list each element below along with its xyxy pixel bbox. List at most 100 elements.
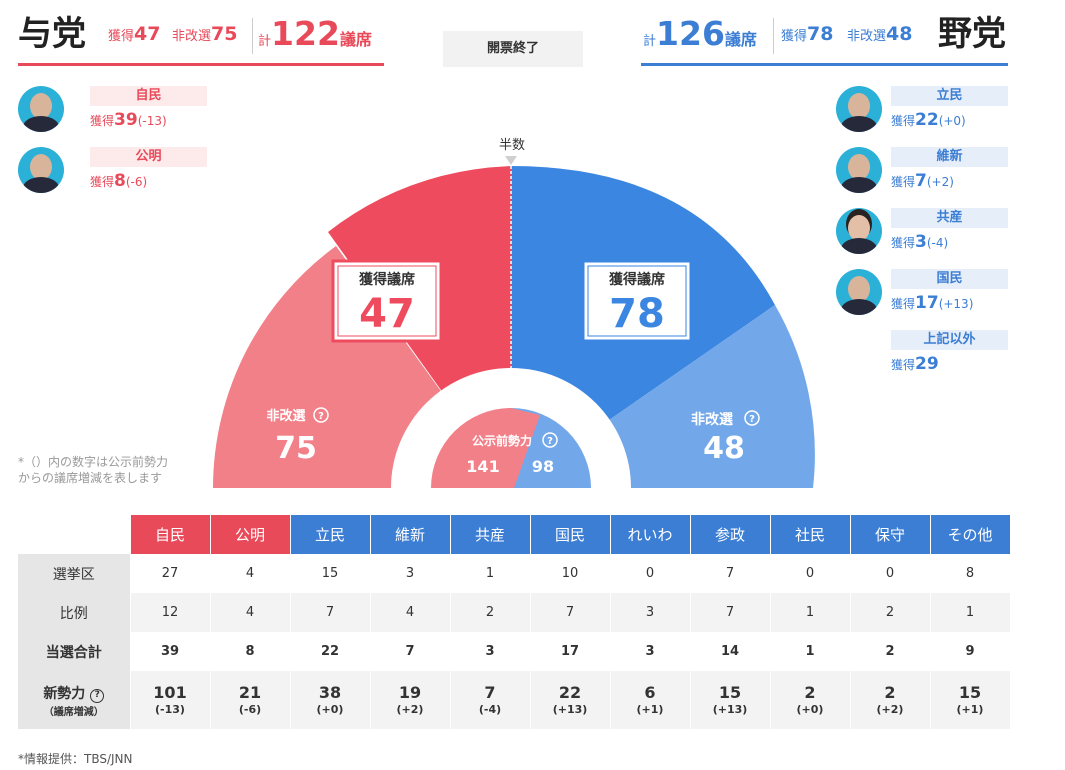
politician-avatar — [836, 86, 882, 132]
svg-text:?: ? — [749, 414, 755, 425]
table-cell: 0 — [770, 554, 851, 593]
table-cell: 1 — [450, 554, 531, 593]
party-card-dpfp: 国民 獲得17(+13) — [836, 269, 1036, 319]
table-cell: 15 (+1) — [930, 671, 1011, 729]
politician-avatar — [18, 86, 64, 132]
table-cell: 15 (+13) — [690, 671, 771, 729]
opposition-won-label: 獲得議席 — [609, 271, 665, 288]
opposition-nonup-help-icon[interactable]: ? — [744, 410, 760, 426]
opposition-total: 計126議席 — [643, 14, 757, 53]
opposition-nonup-summary: 非改選48 — [847, 23, 913, 45]
count-status: 開票終了 — [443, 31, 583, 67]
party-name: 共産 — [891, 208, 1008, 228]
col-header: 国民 — [530, 515, 611, 554]
table-row: 選挙区 27 4 15 3 1 10 0 7 0 0 8 — [18, 554, 1011, 593]
table-cell: 101 (-13) — [130, 671, 211, 729]
row-header: 新勢力 ? （議席増減） — [18, 671, 131, 729]
table-row: 当選合計 39 8 22 7 3 17 3 14 1 2 9 — [18, 632, 1011, 671]
new-power-delta: (+0) — [796, 703, 824, 716]
opposition-won-summary: 獲得78 — [781, 23, 834, 45]
col-header: 参政 — [690, 515, 771, 554]
ruling-nonup-summary: 非改選75 — [172, 23, 238, 45]
table-cell: 12 — [130, 593, 211, 632]
table-cell: 39 — [130, 632, 211, 671]
col-header: 立民 — [290, 515, 371, 554]
new-power-value: 6 — [644, 683, 656, 702]
col-header: 維新 — [370, 515, 451, 554]
results-table: 自民 公明 立民 維新 共産 国民 れいわ 参政 社民 保守 その他 選挙区 2… — [18, 515, 1011, 729]
table-cell: 7 — [690, 554, 771, 593]
party-seats: 獲得22(+0) — [891, 110, 966, 130]
new-power-value: 19 — [398, 683, 422, 702]
pre-election-help-icon[interactable]: ? — [542, 432, 558, 448]
table-cell: 38 (+0) — [290, 671, 371, 729]
table-cell: 4 — [210, 554, 291, 593]
ruling-nonup-help-icon[interactable]: ? — [313, 407, 329, 423]
table-cell: 22 (+13) — [530, 671, 611, 729]
table-cell: 2 (+2) — [850, 671, 931, 729]
ruling-won-summary: 獲得47 — [108, 23, 161, 45]
new-power-delta: (+13) — [712, 703, 748, 716]
half-marker-icon — [505, 156, 517, 165]
pre-opposition-value: 98 — [532, 457, 554, 476]
table-cell: 2 — [450, 593, 531, 632]
party-card-ishin: 維新 獲得7(+2) — [836, 147, 1036, 197]
new-power-delta: (+1) — [636, 703, 664, 716]
help-icon[interactable]: ? — [90, 688, 105, 703]
new-power-delta: (+2) — [876, 703, 904, 716]
pre-ruling-wedge — [511, 408, 540, 488]
table-cell: 7 — [530, 593, 611, 632]
table-cell: 7 — [290, 593, 371, 632]
table-cell: 27 — [130, 554, 211, 593]
ruling-won-box — [331, 259, 443, 343]
col-header: れいわ — [610, 515, 691, 554]
footnote-line: *（）内の数字は公示前勢力 — [18, 455, 169, 469]
footnote: *（）内の数字は公示前勢力 からの議席増減を表します — [18, 454, 168, 486]
table-cell: 0 — [850, 554, 931, 593]
table-cell: 4 — [210, 593, 291, 632]
table-cell: 1 — [770, 593, 851, 632]
table-cell: 3 — [370, 554, 451, 593]
table-corner — [18, 515, 131, 554]
new-power-delta: (+2) — [396, 703, 424, 716]
new-power-value: 21 — [238, 683, 262, 702]
new-power-delta: (+0) — [316, 703, 344, 716]
table-cell: 7 — [370, 632, 451, 671]
party-card-others: 上記以外 獲得29 — [836, 330, 1036, 380]
new-power-value: 15 — [718, 683, 742, 702]
new-power-value: 2 — [884, 683, 896, 702]
new-power-value: 101 — [153, 683, 187, 702]
new-power-label-text: 新勢力 — [43, 685, 86, 702]
ruling-won-value: 47 — [359, 291, 415, 337]
opposition-won-box-inner — [587, 265, 687, 337]
ruling-won-box-inner — [337, 265, 437, 337]
table-header-row: 自民 公明 立民 維新 共産 国民 れいわ 参政 社民 保守 その他 — [18, 515, 1011, 554]
pre-ruling-value: 141 — [466, 457, 499, 476]
table-cell: 7 (-4) — [450, 671, 531, 729]
politician-avatar — [18, 147, 64, 193]
party-seats: 獲得17(+13) — [891, 293, 974, 313]
opposition-nonup-value: 48 — [703, 431, 745, 466]
table-cell: 4 — [370, 593, 451, 632]
new-power-delta: (+13) — [552, 703, 588, 716]
table-cell: 21 (-6) — [210, 671, 291, 729]
opposition-header: 計126議席 獲得78 非改選48 野党 — [641, 8, 1008, 66]
politician-avatar — [836, 269, 882, 315]
new-power-sublabel: （議席増減） — [43, 706, 104, 718]
party-card-komeito: 公明 獲得8(-6) — [18, 147, 218, 197]
party-seats: 獲得29 — [891, 354, 939, 374]
col-header: 保守 — [850, 515, 931, 554]
party-card-cdp: 立民 獲得22(+0) — [836, 86, 1036, 136]
table-cell: 17 — [530, 632, 611, 671]
table-cell: 10 — [530, 554, 611, 593]
table-cell: 6 (+1) — [610, 671, 691, 729]
new-power-value: 7 — [484, 683, 496, 702]
new-power-value: 22 — [558, 683, 582, 702]
row-header: 選挙区 — [18, 554, 131, 593]
party-seats: 獲得8(-6) — [90, 171, 148, 191]
col-header: 公明 — [210, 515, 291, 554]
new-power-value: 38 — [318, 683, 342, 702]
table-cell: 8 — [210, 632, 291, 671]
table-cell: 2 — [850, 593, 931, 632]
table-cell: 7 — [690, 593, 771, 632]
